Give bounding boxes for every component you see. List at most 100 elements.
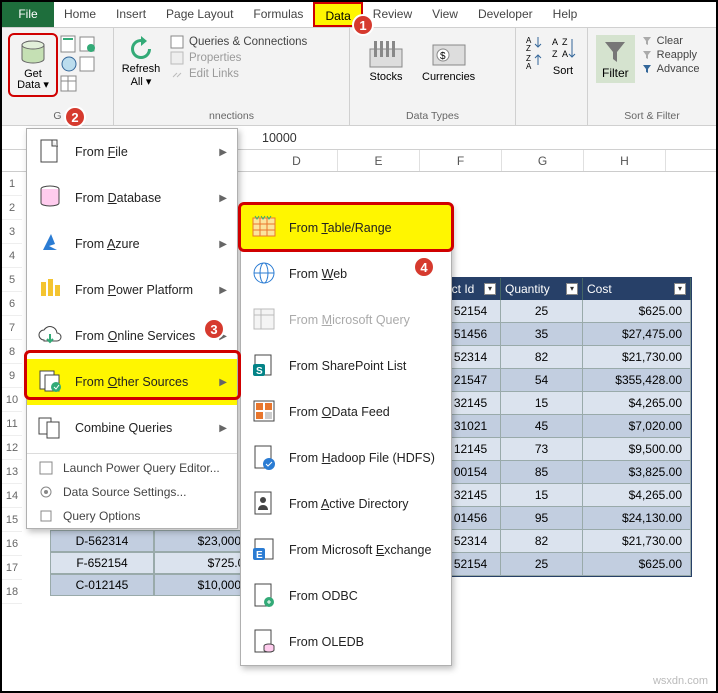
table-row[interactable]: 5215425$625.00: [441, 553, 691, 576]
row-header[interactable]: 16: [2, 532, 22, 556]
sort-button[interactable]: AZZA Sort: [550, 35, 576, 77]
table-row[interactable]: 5145635$27,475.00: [441, 323, 691, 346]
submenu-item-table[interactable]: From Table/Range: [241, 205, 451, 251]
group-label-sortfilter: Sort & Filter: [592, 108, 712, 125]
from-web-icon[interactable]: [60, 55, 78, 73]
table-header[interactable]: Cost▾: [583, 278, 691, 300]
row-header[interactable]: 6: [2, 292, 22, 316]
row-header[interactable]: 9: [2, 364, 22, 388]
submenu-item-ex[interactable]: EFrom Microsoft Exchange: [241, 527, 451, 573]
menu-extra-0[interactable]: Launch Power Query Editor...: [27, 456, 237, 480]
row-header[interactable]: 2: [2, 196, 22, 220]
column-header[interactable]: F: [420, 150, 502, 171]
column-header[interactable]: E: [338, 150, 420, 171]
stocks-button[interactable]: Stocks: [368, 35, 404, 83]
menu-item-power[interactable]: From Power Platform▶: [27, 267, 237, 313]
db-icon: [37, 184, 63, 213]
row-header[interactable]: 3: [2, 220, 22, 244]
row-header[interactable]: 15: [2, 508, 22, 532]
clear-filter-button[interactable]: Clear: [641, 35, 700, 47]
from-text-icon[interactable]: [60, 35, 78, 53]
odbc-icon: [251, 582, 277, 611]
tab-page-layout[interactable]: Page Layout: [156, 2, 243, 27]
tab-view[interactable]: View: [422, 2, 468, 27]
get-data-button[interactable]: Get Data ▾: [12, 37, 54, 93]
table-row[interactable]: 3102145$7,020.00: [441, 415, 691, 438]
row-header[interactable]: 10: [2, 388, 22, 412]
menu-extra-1[interactable]: Data Source Settings...: [27, 480, 237, 504]
tab-developer[interactable]: Developer: [468, 2, 543, 27]
table-row[interactable]: 1214573$9,500.00: [441, 438, 691, 461]
menu-item-azure[interactable]: From Azure▶: [27, 221, 237, 267]
submenu-item-odata[interactable]: From OData Feed: [241, 389, 451, 435]
table-row[interactable]: 3214515$4,265.00: [441, 484, 691, 507]
group-label-queries: nnections: [118, 108, 345, 125]
table-row[interactable]: D-562314$23,000.0: [50, 530, 258, 552]
column-header[interactable]: D: [256, 150, 338, 171]
row-header[interactable]: 8: [2, 340, 22, 364]
queries-connections-button[interactable]: Queries & Connections: [170, 35, 307, 49]
refresh-all-button[interactable]: Refresh All ▾: [118, 31, 164, 88]
tab-file[interactable]: File: [2, 2, 54, 27]
row-header[interactable]: 7: [2, 316, 22, 340]
from-table-icon[interactable]: [60, 75, 78, 93]
database-barrel-icon: [19, 39, 47, 67]
recent-sources-icon[interactable]: [78, 35, 96, 53]
table-row[interactable]: 5231482$21,730.00: [441, 346, 691, 369]
currencies-button[interactable]: $ Currencies: [422, 35, 475, 83]
tab-insert[interactable]: Insert: [106, 2, 156, 27]
reapply-icon: [641, 49, 653, 61]
tab-help[interactable]: Help: [543, 2, 588, 27]
reapply-button[interactable]: Reapply: [641, 49, 700, 61]
menu-item-file[interactable]: From File▶: [27, 129, 237, 175]
table-header[interactable]: Quantity▾: [501, 278, 583, 300]
table-row[interactable]: 2154754$355,428.00: [441, 369, 691, 392]
table-row[interactable]: 3214515$4,265.00: [441, 392, 691, 415]
row-header[interactable]: 12: [2, 436, 22, 460]
table-row[interactable]: F-652154$725.00: [50, 552, 258, 574]
extra-icon: [39, 485, 53, 499]
column-header[interactable]: H: [584, 150, 666, 171]
submenu-item-ad[interactable]: From Active Directory: [241, 481, 451, 527]
msq-icon: [251, 306, 277, 335]
menu-extra-2[interactable]: Query Options: [27, 504, 237, 528]
table-row[interactable]: 0015485$3,825.00: [441, 461, 691, 484]
queries-icon: [170, 35, 184, 49]
sort-desc-icon[interactable]: ZA: [526, 53, 544, 69]
filter-button[interactable]: Filter: [596, 35, 635, 83]
submenu-item-sp[interactable]: SFrom SharePoint List: [241, 343, 451, 389]
table-row[interactable]: 5215425$625.00: [441, 300, 691, 323]
row-header[interactable]: 4: [2, 244, 22, 268]
row-header[interactable]: 17: [2, 556, 22, 580]
tab-formulas[interactable]: Formulas: [243, 2, 313, 27]
sort-asc-icon[interactable]: AZ: [526, 35, 544, 51]
existing-conn-icon[interactable]: [78, 55, 96, 73]
row-header[interactable]: 18: [2, 580, 22, 604]
row-header[interactable]: 14: [2, 484, 22, 508]
row-header[interactable]: 1: [2, 172, 22, 196]
column-header[interactable]: G: [502, 150, 584, 171]
table-row[interactable]: 5231482$21,730.00: [441, 530, 691, 553]
web-icon: [251, 260, 277, 289]
sp-icon: S: [251, 352, 277, 381]
menu-item-db[interactable]: From Database▶: [27, 175, 237, 221]
advanced-button[interactable]: Advance: [641, 63, 700, 75]
row-header[interactable]: 13: [2, 460, 22, 484]
table-row[interactable]: C-012145$10,000.0: [50, 574, 258, 596]
tab-home[interactable]: Home: [54, 2, 106, 27]
formula-value: 10000: [262, 131, 297, 145]
row-header[interactable]: 11: [2, 412, 22, 436]
group-label-get: G: [6, 108, 109, 125]
menu-item-other[interactable]: From Other Sources▶: [27, 359, 237, 405]
submenu-item-hdfs[interactable]: From Hadoop File (HDFS): [241, 435, 451, 481]
submenu-item-oledb[interactable]: From OLEDB: [241, 619, 451, 665]
cloud-icon: [37, 322, 63, 351]
svg-text:$: $: [440, 51, 446, 62]
submenu-item-odbc[interactable]: From ODBC: [241, 573, 451, 619]
svg-text:Z: Z: [526, 44, 531, 51]
row-header[interactable]: 5: [2, 268, 22, 292]
table-row[interactable]: 0145695$24,130.00: [441, 507, 691, 530]
submenu-item-msq: From Microsoft Query: [241, 297, 451, 343]
svg-text:E: E: [256, 550, 263, 561]
menu-item-combine[interactable]: Combine Queries▶: [27, 405, 237, 451]
